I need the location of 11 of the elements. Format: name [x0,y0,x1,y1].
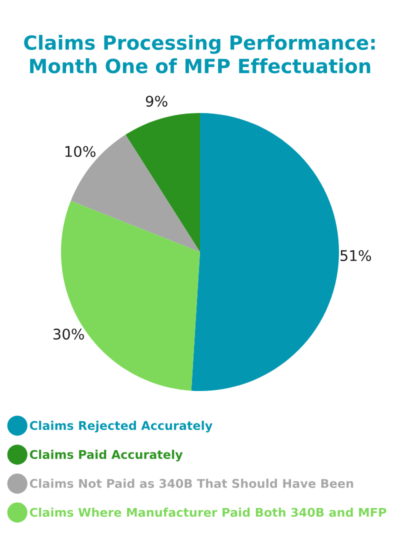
legend-label: Claims Rejected Accurately [30,420,212,432]
pie-slice [191,113,339,391]
legend-label: Claims Not Paid as 340B That Should Have Been [30,478,354,488]
pie-slice [126,113,200,252]
data-label: 9% [146,96,168,107]
legend-label: Claims Paid Accurately [30,450,183,462]
data-label: 10% [65,146,96,157]
data-label: 30% [53,328,84,340]
legend-label: Claims Where Manufacturer Paid Both 340B and MFP [30,508,386,517]
chart-title: Claims Processing Performance: Month One of MFP Effectuation [24,34,375,74]
data-label: 51% [340,250,372,262]
